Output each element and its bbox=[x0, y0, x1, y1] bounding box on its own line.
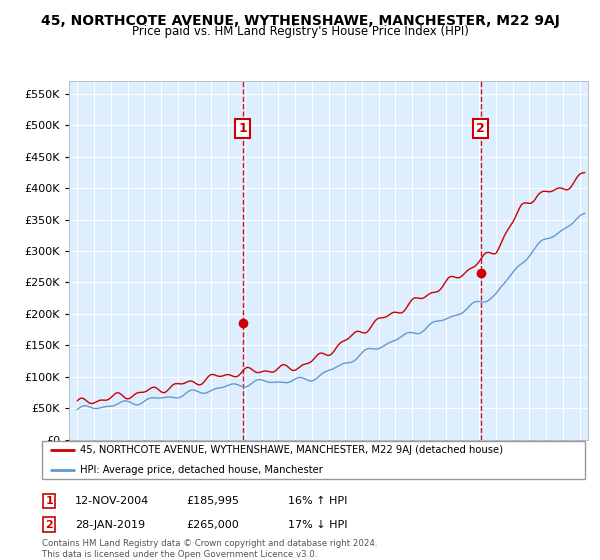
Text: 28-JAN-2019: 28-JAN-2019 bbox=[75, 520, 145, 530]
Text: 45, NORTHCOTE AVENUE, WYTHENSHAWE, MANCHESTER, M22 9AJ: 45, NORTHCOTE AVENUE, WYTHENSHAWE, MANCH… bbox=[41, 14, 559, 28]
Text: 1: 1 bbox=[238, 122, 247, 135]
Text: Price paid vs. HM Land Registry's House Price Index (HPI): Price paid vs. HM Land Registry's House … bbox=[131, 25, 469, 38]
Text: 12-NOV-2004: 12-NOV-2004 bbox=[75, 496, 149, 506]
Text: 1: 1 bbox=[46, 496, 53, 506]
Text: £185,995: £185,995 bbox=[186, 496, 239, 506]
Text: 2: 2 bbox=[46, 520, 53, 530]
Text: 16% ↑ HPI: 16% ↑ HPI bbox=[288, 496, 347, 506]
Text: HPI: Average price, detached house, Manchester: HPI: Average price, detached house, Manc… bbox=[80, 465, 323, 475]
FancyBboxPatch shape bbox=[42, 441, 585, 479]
Text: 17% ↓ HPI: 17% ↓ HPI bbox=[288, 520, 347, 530]
Text: Contains HM Land Registry data © Crown copyright and database right 2024.
This d: Contains HM Land Registry data © Crown c… bbox=[42, 539, 377, 559]
Text: £265,000: £265,000 bbox=[186, 520, 239, 530]
Text: 45, NORTHCOTE AVENUE, WYTHENSHAWE, MANCHESTER, M22 9AJ (detached house): 45, NORTHCOTE AVENUE, WYTHENSHAWE, MANCH… bbox=[80, 445, 503, 455]
Text: 2: 2 bbox=[476, 122, 485, 135]
